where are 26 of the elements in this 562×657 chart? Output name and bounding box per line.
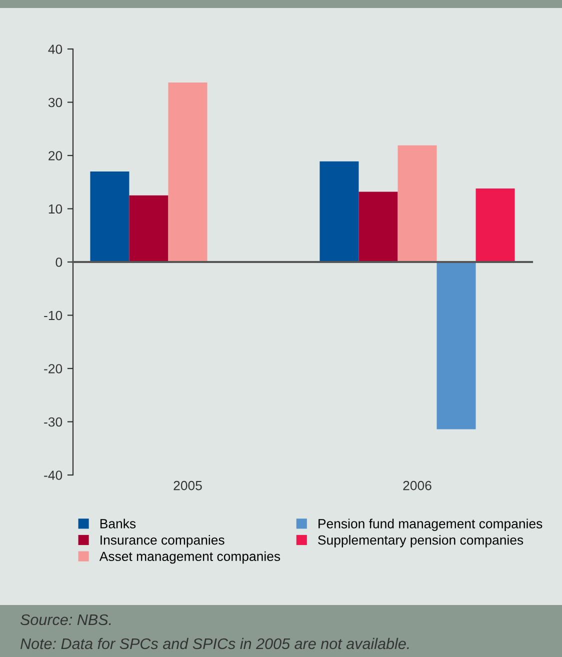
legend-label: Supplementary pension companies bbox=[318, 535, 524, 548]
y-tick-label: -30 bbox=[44, 417, 62, 427]
y-tick-label: -10 bbox=[44, 310, 62, 320]
bar bbox=[320, 161, 359, 262]
source-note: Source: NBS. bbox=[20, 614, 111, 626]
y-tick-label: -40 bbox=[44, 470, 62, 480]
legend-label: Insurance companies bbox=[100, 535, 224, 548]
bar bbox=[168, 82, 208, 262]
bar bbox=[398, 145, 437, 262]
legend-label: Banks bbox=[100, 518, 136, 528]
bar bbox=[358, 192, 398, 262]
legend-label: Pension fund management companies bbox=[318, 518, 542, 531]
bar bbox=[90, 171, 130, 262]
bar bbox=[129, 195, 168, 262]
y-tick-label: 20 bbox=[48, 151, 62, 160]
x-tick-label: 2006 bbox=[403, 480, 432, 490]
y-tick-label: 30 bbox=[48, 98, 62, 108]
bar bbox=[476, 188, 515, 262]
y-tick-label: 10 bbox=[48, 204, 62, 214]
bar bbox=[436, 262, 476, 430]
text: Note: Data for SPCs and SPICs in 2005 are not available. bbox=[20, 638, 409, 650]
y-tick-label: -20 bbox=[44, 364, 62, 374]
x-tick-label: 2005 bbox=[174, 480, 202, 490]
y-tick-label: 0 bbox=[56, 258, 62, 267]
y-tick-label: 40 bbox=[48, 44, 62, 54]
legend-label: Asset management companies bbox=[99, 551, 280, 564]
